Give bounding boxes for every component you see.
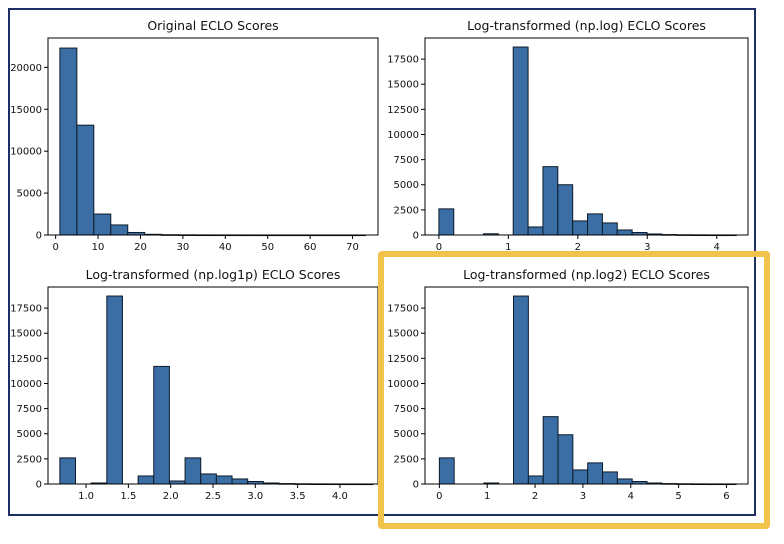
y-tick-label: 5000 [17,189,42,200]
x-tick-label: 1 [505,242,511,253]
x-tick-label: 3 [644,242,650,253]
plot-area [47,37,379,236]
histogram-bar [572,220,589,236]
y-tick-label: 2500 [394,205,419,216]
plot-area [424,286,749,485]
y-tick-label: 10000 [387,379,419,390]
y-tick-label: 0 [413,480,419,491]
x-tick-label: 70 [346,242,359,253]
x-tick-label: 60 [304,242,317,253]
y-tick-label: 17500 [10,304,42,315]
y-tick-label: 17500 [387,55,419,66]
y-tick-label: 17500 [387,304,419,315]
x-tick-label: 10 [92,242,105,253]
x-tick-label: 4 [714,242,720,253]
y-tick-label: 15000 [387,329,419,340]
x-tick-label: 2 [575,242,581,253]
histogram-bar [557,184,574,236]
histogram-bar [106,295,123,485]
x-tick-label: 5 [675,491,681,502]
histogram-bar [200,473,217,485]
x-tick-label: 3.0 [247,491,263,502]
histogram-bar [59,47,78,236]
x-tick-label: 2.0 [163,491,179,502]
chart-2: Log-transformed (np.log) ECLO Scores 0 1 2 3… [387,18,749,253]
x-tick-label: 1.5 [120,491,136,502]
histogram-bar [184,457,202,485]
x-tick-label: 4 [628,491,634,502]
x-tick-label: 0 [436,242,442,253]
x-tick-label: 3 [580,491,586,502]
y-tick-label: 0 [36,480,42,491]
histogram-bar [137,475,155,485]
y-tick-label: 7500 [394,155,419,166]
y-tick-label: 12500 [387,105,419,116]
x-tick-label: 0 [436,491,442,502]
chart-3: Log-transformed (np.log1p) ECLO Scores 1.… [10,267,379,502]
y-tick-label: 10000 [10,379,42,390]
histogram-bar [601,222,618,236]
x-tick-label: 6 [723,491,729,502]
plot-area [47,286,379,485]
x-tick-label: 2 [532,491,538,502]
y-tick-label: 7500 [394,404,419,415]
histogram-bar [153,365,170,485]
histogram-bar [542,166,559,236]
histogram-bar [110,224,129,236]
chart-1: Original ECLO Scores 0 10 20 30 40 50 60 70 0 5000… [10,18,379,253]
y-tick-label: 0 [36,231,42,242]
x-tick-label: 40 [219,242,232,253]
x-tick-label: 30 [177,242,190,253]
y-tick-label: 2500 [17,454,42,465]
x-tick-label: 2.5 [205,491,221,502]
y-tick-label: 5000 [394,429,419,440]
histogram-bar [438,208,455,236]
plot-area [424,37,749,236]
histogram-bar [231,478,249,485]
x-tick-label: 1.0 [78,491,94,502]
y-tick-label: 2500 [394,454,419,465]
histogram-bar [587,213,603,236]
x-tick-label: 50 [261,242,274,253]
y-tick-label: 0 [413,231,419,242]
histogram-bar [215,475,233,485]
x-tick-label: 4.0 [332,491,348,502]
y-tick-label: 12500 [387,354,419,365]
x-tick-label: 20 [134,242,147,253]
histogram-bar [616,229,633,236]
y-tick-label: 5000 [394,180,419,191]
y-tick-label: 15000 [387,80,419,91]
histogram-bar [76,124,95,236]
chart-title: Original ECLO Scores [147,18,278,33]
y-tick-label: 10000 [10,147,42,158]
y-tick-label: 15000 [10,329,42,340]
y-tick-label: 7500 [17,404,42,415]
x-tick-label: 0 [52,242,58,253]
x-tick-label: 3.5 [290,491,306,502]
chart-title: Log-transformed (np.log2) ECLO Scores [463,267,710,282]
histogram-bar [93,213,112,236]
y-tick-label: 20000 [10,63,42,74]
histogram-bar [527,226,544,236]
chart-title: Log-transformed (np.log1p) ECLO Scores [86,267,341,282]
y-tick-label: 12500 [10,354,42,365]
histogram-bar [512,46,529,236]
y-tick-label: 5000 [17,429,42,440]
y-tick-label: 15000 [10,105,42,116]
histogram-bar [59,457,76,485]
y-tick-label: 10000 [387,130,419,141]
x-tick-label: 1 [484,491,490,502]
chart-title: Log-transformed (np.log) ECLO Scores [467,18,706,33]
highlight-box [378,251,770,529]
